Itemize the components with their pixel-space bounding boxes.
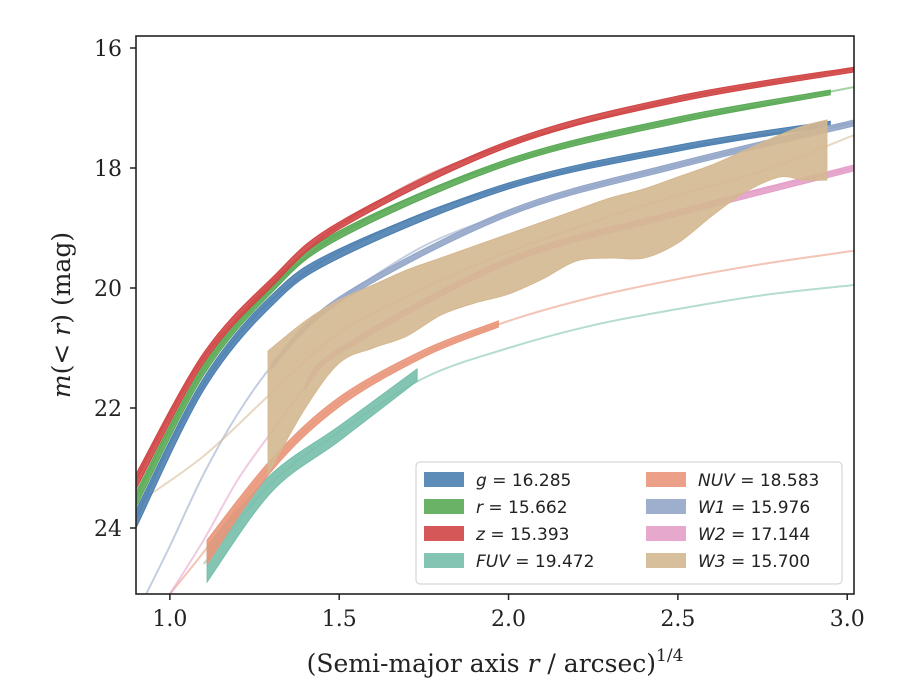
legend-swatch <box>646 526 686 541</box>
y-tick-label: 24 <box>94 517 122 542</box>
legend-swatch <box>424 553 464 568</box>
legend-swatch <box>646 553 686 568</box>
legend-item-nuv: NUV = 18.583 <box>646 471 819 491</box>
legend: g = 16.285 r = 15.662 z = 15.393 FUV = 19.4… <box>415 461 843 585</box>
legend-swatch <box>424 472 464 487</box>
x-tick-label: 2.5 <box>660 607 695 632</box>
x-tick-label: 1.0 <box>152 607 187 632</box>
y-tick-label: 22 <box>94 397 122 422</box>
band-w3 <box>267 119 828 476</box>
plot-frame <box>135 35 855 595</box>
legend-item-z: z = 15.393 <box>424 525 569 545</box>
legend-label: g = 16.285 <box>476 471 571 491</box>
band-fuv <box>206 368 418 584</box>
legend-label: r = 15.662 <box>476 498 568 518</box>
x-axis: 1.0 1.5 2.0 2.5 3.0 <box>152 594 865 632</box>
legend-swatch <box>424 499 464 514</box>
legend-label: NUV = 18.583 <box>698 471 819 491</box>
legend-box <box>415 461 843 585</box>
legend-label: W2 = 17.144 <box>698 525 810 545</box>
legend-item-r: r = 15.662 <box>424 498 568 518</box>
band-z <box>136 66 854 490</box>
legend-item-w1: W1 = 15.976 <box>646 498 810 518</box>
x-tick-label: 3.0 <box>830 607 865 632</box>
legend-item-fuv: FUV = 19.472 <box>424 552 594 572</box>
x-tick-label: 1.5 <box>322 607 357 632</box>
x-tick-label: 2.0 <box>491 607 526 632</box>
legend-item-w2: W2 = 17.144 <box>646 525 810 545</box>
legend-item-w3: W3 = 15.700 <box>646 552 810 572</box>
legend-swatch <box>646 472 686 487</box>
y-axis-label: m(< r) (mag) <box>47 232 76 398</box>
y-tick-label: 16 <box>94 37 122 62</box>
x-axis-label: (Semi-major axis r / arcsec)1/4 <box>307 646 684 678</box>
legend-swatch <box>424 526 464 541</box>
legend-item-g: g = 16.285 <box>424 471 571 491</box>
legend-label: z = 15.393 <box>475 525 569 545</box>
y-tick-label: 20 <box>94 277 122 302</box>
band-w1 <box>271 119 854 371</box>
legend-label: FUV = 19.472 <box>476 552 594 572</box>
band-nuv <box>206 320 499 566</box>
legend-swatch <box>646 499 686 514</box>
y-axis: 16 18 20 22 24 <box>94 37 136 542</box>
legend-label: W1 = 15.976 <box>698 498 810 518</box>
y-tick-label: 18 <box>94 157 122 182</box>
data-bands <box>136 66 854 584</box>
legend-label: W3 = 15.700 <box>698 552 810 572</box>
